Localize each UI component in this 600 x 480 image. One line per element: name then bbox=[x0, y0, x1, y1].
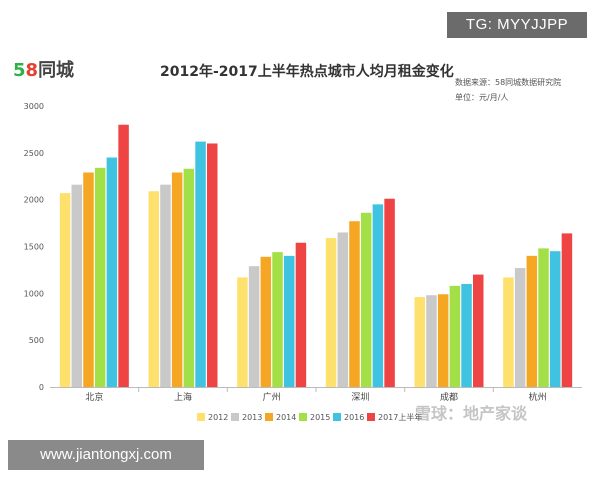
x-category-label-2: 广州 bbox=[263, 391, 281, 403]
bar-杭州-2015 bbox=[538, 248, 549, 387]
y-tick-label-6: 3000 bbox=[24, 102, 44, 111]
legend-swatch-2015 bbox=[299, 413, 307, 421]
x-axis: 北京 上海 广州 深圳 成都 杭州 bbox=[50, 387, 582, 403]
legend-swatch-2013 bbox=[231, 413, 239, 421]
bar-成都-2012 bbox=[414, 297, 425, 387]
bar-深圳-2013 bbox=[337, 232, 349, 387]
bar-广州-2013 bbox=[248, 266, 260, 387]
bar-成都-2017上半年 bbox=[473, 274, 484, 387]
bar-杭州-2016 bbox=[549, 251, 561, 387]
x-category-label-0: 北京 bbox=[85, 391, 103, 403]
bar-杭州-2012 bbox=[503, 277, 514, 387]
y-tick-label-3: 1500 bbox=[24, 243, 44, 252]
legend-swatch-2014 bbox=[265, 413, 273, 421]
y-tick-label-2: 1000 bbox=[24, 289, 44, 298]
brand-logo: 58同城 bbox=[13, 60, 75, 81]
bar-广州-2015 bbox=[272, 252, 283, 387]
bar-杭州-2014 bbox=[526, 255, 538, 387]
bar-北京-2014 bbox=[83, 172, 94, 387]
x-category-label-1: 上海 bbox=[174, 391, 192, 403]
bar-北京-2017上半年 bbox=[118, 124, 129, 387]
legend-label-2012: 2012 bbox=[208, 413, 228, 422]
bar-北京-2013 bbox=[71, 184, 83, 387]
y-tick-label-1: 500 bbox=[29, 336, 44, 345]
bar-上海-2014 bbox=[171, 172, 183, 387]
bar-深圳-2017上半年 bbox=[384, 198, 395, 387]
legend-swatch-2017上半年 bbox=[367, 413, 375, 421]
legend-swatch-2012 bbox=[197, 413, 205, 421]
bar-上海-2013 bbox=[160, 184, 171, 387]
bar-成都-2014 bbox=[437, 294, 449, 387]
legend-label-2017上半年: 2017上半年 bbox=[378, 412, 422, 422]
bar-group bbox=[59, 124, 573, 387]
data-source-note: 数据来源：58同城数据研究院 bbox=[455, 78, 562, 87]
bar-深圳-2014 bbox=[349, 221, 360, 387]
legend-swatch-2016 bbox=[333, 413, 341, 421]
y-axis: 0 500 1000 1500 2000 2500 3000 bbox=[24, 102, 44, 392]
bar-广州-2012 bbox=[237, 277, 248, 387]
x-category-label-4: 成都 bbox=[440, 391, 458, 403]
unit-note: 单位：元/月/人 bbox=[455, 93, 509, 102]
bar-上海-2016 bbox=[195, 141, 206, 387]
legend-label-2016: 2016 bbox=[344, 413, 364, 422]
bar-深圳-2016 bbox=[372, 204, 384, 387]
bar-深圳-2012 bbox=[325, 238, 337, 387]
y-tick-label-4: 2000 bbox=[24, 196, 44, 205]
tg-banner: TG: MYYJJPP bbox=[447, 12, 587, 38]
bar-北京-2012 bbox=[59, 193, 71, 387]
legend-label-2013: 2013 bbox=[242, 413, 262, 422]
x-category-label-3: 深圳 bbox=[351, 392, 369, 403]
bar-杭州-2013 bbox=[514, 268, 526, 387]
legend-label-2014: 2014 bbox=[276, 413, 296, 422]
bar-成都-2015 bbox=[449, 285, 461, 387]
y-tick-label-5: 2500 bbox=[24, 149, 44, 158]
bar-北京-2016 bbox=[106, 157, 118, 387]
bar-广州-2017上半年 bbox=[295, 242, 307, 387]
xueqiu-watermark: 雪球：地产家谈 bbox=[415, 404, 528, 423]
url-banner: www.jiantongxj.com bbox=[8, 440, 204, 470]
bar-成都-2016 bbox=[461, 283, 472, 387]
legend-label-2015: 2015 bbox=[310, 413, 330, 422]
bar-北京-2015 bbox=[94, 167, 106, 387]
bar-杭州-2017上半年 bbox=[561, 233, 573, 387]
bar-上海-2017上半年 bbox=[207, 143, 218, 387]
bar-成都-2013 bbox=[426, 295, 437, 387]
bar-上海-2012 bbox=[148, 191, 159, 387]
bar-上海-2015 bbox=[183, 168, 195, 387]
chart-title: 2012年-2017上半年热点城市人均月租金变化 bbox=[160, 64, 454, 80]
bar-广州-2016 bbox=[283, 255, 295, 387]
legend: 2012 2013 2014 2015 2016 2017上半年 bbox=[197, 412, 422, 422]
y-tick-label-0: 0 bbox=[39, 383, 44, 392]
bar-广州-2014 bbox=[260, 256, 272, 387]
x-category-label-5: 杭州 bbox=[529, 391, 547, 403]
bar-深圳-2015 bbox=[360, 212, 372, 387]
